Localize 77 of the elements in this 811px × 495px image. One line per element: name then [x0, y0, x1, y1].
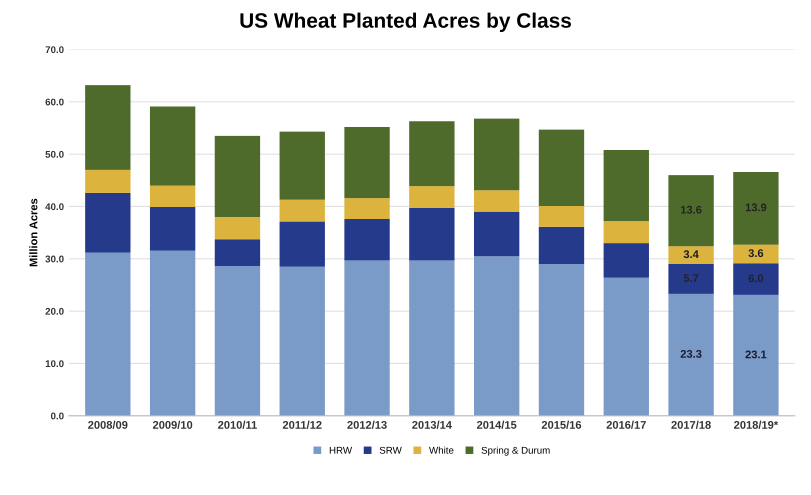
bar — [668, 264, 714, 294]
bar — [668, 246, 714, 264]
y-tick-label: 70.0 — [46, 46, 64, 54]
bar — [344, 198, 390, 220]
bar — [474, 118, 520, 190]
bar — [150, 186, 196, 208]
y-tick-label: 40.0 — [45, 203, 64, 210]
x-tick-label: 2008/09 — [88, 420, 128, 429]
bar — [604, 278, 649, 416]
bar — [85, 252, 130, 416]
bar — [409, 260, 455, 416]
bar — [409, 208, 455, 260]
bar — [474, 212, 520, 256]
bar — [344, 260, 390, 416]
bar — [214, 216, 260, 240]
legend-label: HRW — [330, 446, 352, 454]
x-tick-label: 2011/12 — [282, 420, 322, 429]
bar — [280, 132, 325, 200]
x-tick-label: 2018/19* — [734, 420, 778, 429]
x-tick-label: 2013/14 — [412, 420, 452, 429]
x-tick-label: 2012/13 — [347, 420, 387, 429]
bar — [474, 190, 520, 212]
x-tick-label: 2016/17 — [606, 420, 646, 429]
data-label: 13.6 — [680, 206, 702, 214]
bar — [538, 264, 584, 416]
bar — [733, 172, 779, 245]
data-label: 13.9 — [746, 203, 766, 212]
data-label: 6.0 — [748, 274, 764, 282]
bar — [280, 266, 325, 416]
bar — [85, 85, 130, 170]
bar — [150, 207, 196, 250]
data-label: 3.6 — [748, 249, 764, 258]
data-label: 23.3 — [680, 350, 702, 358]
y-tick-label: 60.0 — [46, 98, 64, 106]
bar — [280, 200, 325, 222]
x-tick-label: 2017/18 — [671, 420, 711, 429]
x-tick-label: 2009/10 — [152, 420, 192, 429]
x-tick-label: 2015/16 — [542, 420, 582, 429]
bar — [85, 192, 130, 253]
bar — [150, 250, 196, 416]
bar — [733, 244, 779, 264]
bar — [280, 222, 325, 267]
y-tick-label: 20.0 — [45, 308, 64, 315]
y-tick-label: 30.0 — [45, 256, 64, 262]
bar — [85, 170, 130, 193]
bar — [214, 266, 260, 416]
bar — [604, 243, 649, 278]
bar — [344, 219, 390, 260]
bar — [604, 150, 649, 222]
y-tick-label: 10.0 — [46, 360, 64, 368]
bar — [538, 130, 584, 206]
bar — [474, 256, 520, 416]
chart-title: US Wheat Planted Acres by Class — [240, 12, 571, 32]
bar — [538, 226, 584, 264]
bar — [344, 126, 390, 198]
data-label: 5.7 — [684, 274, 698, 282]
bar — [214, 239, 260, 266]
bar — [668, 294, 714, 416]
legend-label: SRW — [380, 446, 402, 454]
legend-label: White — [429, 446, 454, 454]
y-tick-label: 0.0 — [50, 412, 64, 420]
x-tick-label: 2014/15 — [476, 420, 516, 429]
y-tick-label: 50.0 — [45, 150, 64, 158]
y-axis-title: Million Acres — [29, 198, 38, 266]
bar — [733, 294, 779, 416]
bar — [409, 186, 455, 208]
data-label: 23.1 — [745, 350, 766, 358]
bar — [668, 175, 714, 246]
bar — [150, 106, 196, 186]
bar — [538, 206, 584, 227]
x-tick-label: 2010/11 — [218, 420, 257, 429]
data-label: 3.4 — [684, 250, 699, 258]
bar — [733, 264, 779, 295]
bar — [214, 136, 260, 217]
bar — [409, 121, 455, 186]
bar — [604, 221, 649, 244]
legend-label: Spring & Durum — [482, 446, 550, 456]
